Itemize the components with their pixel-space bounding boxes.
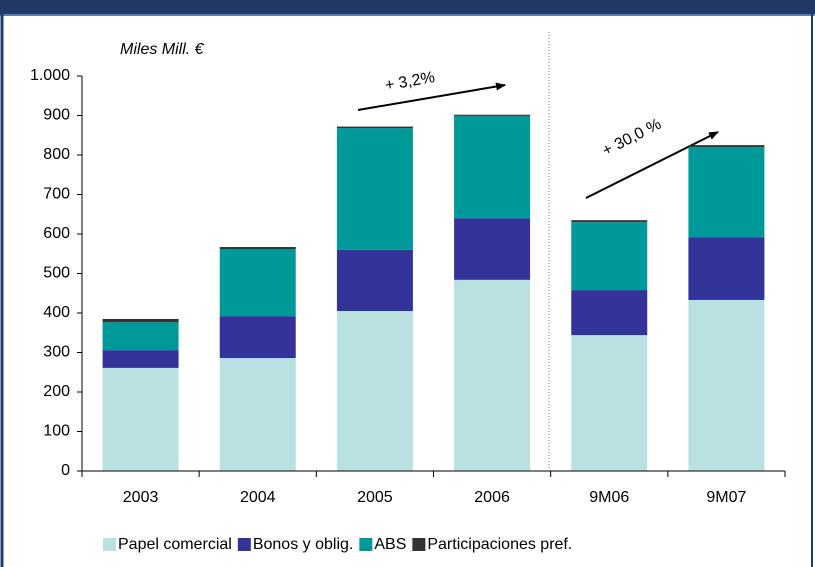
header-band xyxy=(0,0,815,14)
unit-label: Miles Mill. € xyxy=(120,41,205,58)
bar-segment xyxy=(336,249,413,312)
y-tick-label: 500 xyxy=(43,265,70,282)
x-tick-label: 2003 xyxy=(123,489,159,506)
bar-segment xyxy=(688,145,765,148)
legend-label: Papel comercial xyxy=(118,536,232,553)
arrow xyxy=(585,131,719,199)
y-tick-label: 800 xyxy=(43,146,70,163)
bar-segment xyxy=(336,126,413,129)
bar-segment xyxy=(219,358,296,471)
legend-swatch xyxy=(359,538,373,551)
y-tick-label: 100 xyxy=(43,423,70,440)
bar-segment xyxy=(688,147,765,238)
x-tick-label: 2005 xyxy=(357,489,393,506)
y-tick-label: 600 xyxy=(43,225,70,242)
bar-segment xyxy=(571,335,648,471)
bar-segment xyxy=(454,115,531,219)
arrow xyxy=(357,82,506,111)
bar-segment xyxy=(688,237,765,300)
x-tick-label: 2004 xyxy=(240,489,276,506)
x-tick-label: 9M07 xyxy=(706,489,746,506)
bar-segment xyxy=(102,322,179,351)
bar-segment xyxy=(571,222,648,291)
bar-segment xyxy=(102,350,179,368)
legend: Papel comercial Bonos y oblig. ABS Particip… xyxy=(103,536,572,553)
y-tick-label: 0 xyxy=(61,462,70,479)
y-tick-label: 700 xyxy=(43,186,70,203)
legend-swatch xyxy=(412,538,426,551)
bar-segment xyxy=(688,299,765,471)
annotation: + 30,0 % xyxy=(600,116,664,160)
bar-segment xyxy=(571,220,648,223)
x-tick-label: 9M06 xyxy=(589,489,629,506)
legend-swatch xyxy=(237,538,251,551)
y-tick-label: 300 xyxy=(43,344,70,361)
bar-segment xyxy=(219,247,296,250)
legend-label: Participaciones pref. xyxy=(427,536,572,553)
bar-segment xyxy=(454,279,531,471)
bar-segment xyxy=(454,114,531,116)
y-tick-label: 400 xyxy=(43,304,70,321)
bar-segment xyxy=(454,218,531,280)
annotation: + 3,2% xyxy=(384,69,436,94)
bar-segment xyxy=(102,318,179,323)
bar-segment xyxy=(336,311,413,471)
bar-segment xyxy=(336,128,413,250)
legend-label: ABS xyxy=(374,536,406,553)
bar-segment xyxy=(219,316,296,359)
bar-segment xyxy=(102,367,179,471)
y-tick-label: 900 xyxy=(43,107,70,124)
bar-segment xyxy=(219,249,296,317)
y-tick-label: 200 xyxy=(43,383,70,400)
y-tick-label: 1.000 xyxy=(30,67,70,84)
bar-segment xyxy=(571,290,648,336)
legend-label: Bonos y oblig. xyxy=(253,536,354,553)
legend-swatch xyxy=(103,538,116,551)
x-tick-label: 2006 xyxy=(474,489,510,506)
